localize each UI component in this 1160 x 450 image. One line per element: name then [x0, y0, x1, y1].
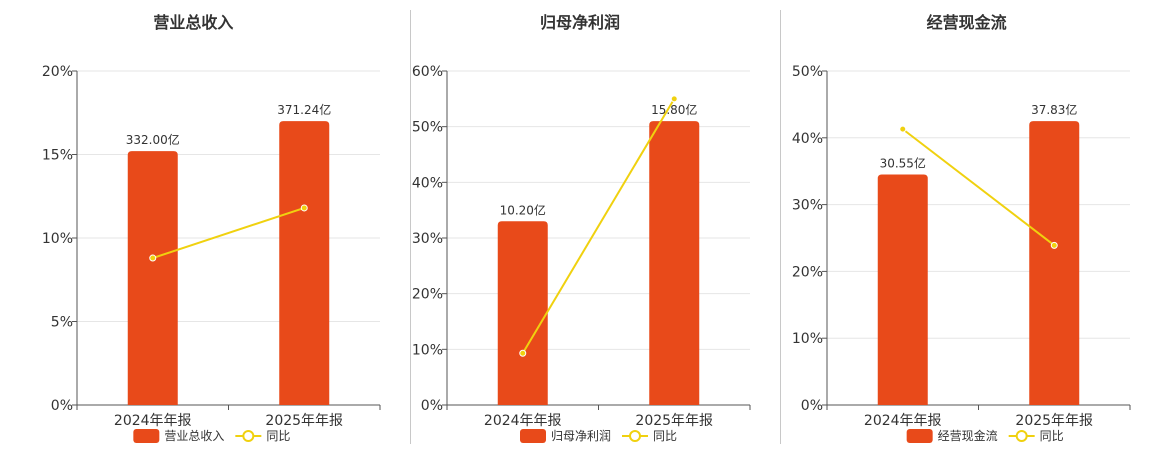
x-category-label: 2025年年报 — [265, 413, 343, 429]
chart-panel-2: 归母净利润 0% 10% 20% 30% 40% 50% 60% 10.20亿 2024年年报 15… — [412, 13, 751, 443]
yoy-line — [521, 98, 676, 354]
x-category-label: 2025年年报 — [635, 413, 713, 429]
legend-bar-swatch — [520, 429, 546, 443]
x-category-label: 2024年年报 — [864, 413, 942, 429]
yoy-line — [152, 206, 305, 259]
bar-data-label: 371.24亿 — [277, 102, 331, 117]
legend: 经营现金流 同比 — [906, 428, 1064, 443]
y-tick-label: 15% — [42, 148, 73, 164]
chart-panel-3: 经营现金流 0% 10% 20% 30% 40% 50% 30.55亿 2024年年报 37.83… — [792, 13, 1131, 443]
legend-line-label: 同比 — [1040, 429, 1064, 443]
y-tick-label: 10% — [412, 342, 443, 358]
legend-bar-label: 经营现金流 — [938, 428, 998, 443]
y-tick-label: 60% — [412, 64, 443, 80]
x-category-label: 2024年年报 — [114, 413, 192, 429]
legend: 营业总收入 同比 — [133, 429, 290, 443]
y-tick-label: 40% — [412, 175, 443, 191]
legend-line-label: 同比 — [266, 429, 290, 443]
bar — [649, 121, 700, 405]
panel-divider — [780, 10, 781, 444]
y-tick-label: 20% — [412, 287, 443, 303]
legend: 归母净利润 同比 — [520, 429, 677, 443]
yoy-point — [519, 349, 527, 357]
yoy-line — [902, 128, 1055, 247]
y-tick-label: 10% — [42, 231, 73, 247]
bar — [127, 151, 178, 405]
y-tick-label: 20% — [792, 264, 823, 280]
yoy-point — [899, 125, 907, 133]
y-tick-label: 30% — [412, 231, 443, 247]
bar-data-label: 37.83亿 — [1031, 102, 1077, 117]
legend-line-marker — [629, 430, 641, 442]
bar — [1029, 121, 1080, 405]
y-tick-label: 0% — [801, 398, 823, 414]
bar — [877, 174, 928, 405]
bar-data-label: 15.80亿 — [651, 102, 697, 117]
x-category-label: 2024年年报 — [484, 413, 562, 429]
legend-line-marker — [1015, 430, 1028, 442]
bar-data-label: 10.20亿 — [500, 202, 546, 217]
yoy-point — [149, 254, 157, 262]
y-tick-label: 0% — [421, 398, 443, 414]
yoy-point — [670, 95, 678, 103]
legend-bar-label: 归母净利润 — [551, 429, 611, 443]
y-tick-label: 5% — [51, 315, 73, 331]
yoy-point — [300, 204, 308, 212]
y-tick-label: 50% — [412, 120, 443, 136]
legend-line-label: 同比 — [653, 429, 677, 443]
chart-title: 营业总收入 — [153, 13, 233, 32]
panel-divider — [410, 10, 411, 444]
bar — [497, 221, 548, 405]
chart-panel-1: 营业总收入 0% 5% 10% 15% 20% 332.00亿 2024年年报 371.24亿 2… — [42, 13, 381, 443]
chart-title: 归母净利润 — [540, 13, 620, 32]
legend-bar-swatch — [133, 429, 160, 443]
bar-data-label: 332.00亿 — [126, 132, 180, 147]
chart-title: 经营现金流 — [927, 13, 1007, 32]
bar — [279, 121, 330, 405]
y-tick-label: 50% — [792, 64, 823, 80]
legend-bar-label: 营业总收入 — [164, 429, 224, 443]
legend-bar-swatch — [906, 429, 933, 443]
y-tick-label: 20% — [42, 64, 73, 80]
legend-line-marker — [242, 430, 255, 442]
x-category-label: 2025年年报 — [1015, 413, 1093, 429]
yoy-point — [1050, 241, 1058, 249]
y-tick-label: 30% — [792, 198, 823, 214]
y-tick-label: 0% — [51, 398, 73, 414]
y-tick-label: 40% — [792, 131, 823, 147]
y-tick-label: 10% — [792, 331, 823, 347]
bar-data-label: 30.55亿 — [880, 156, 926, 171]
